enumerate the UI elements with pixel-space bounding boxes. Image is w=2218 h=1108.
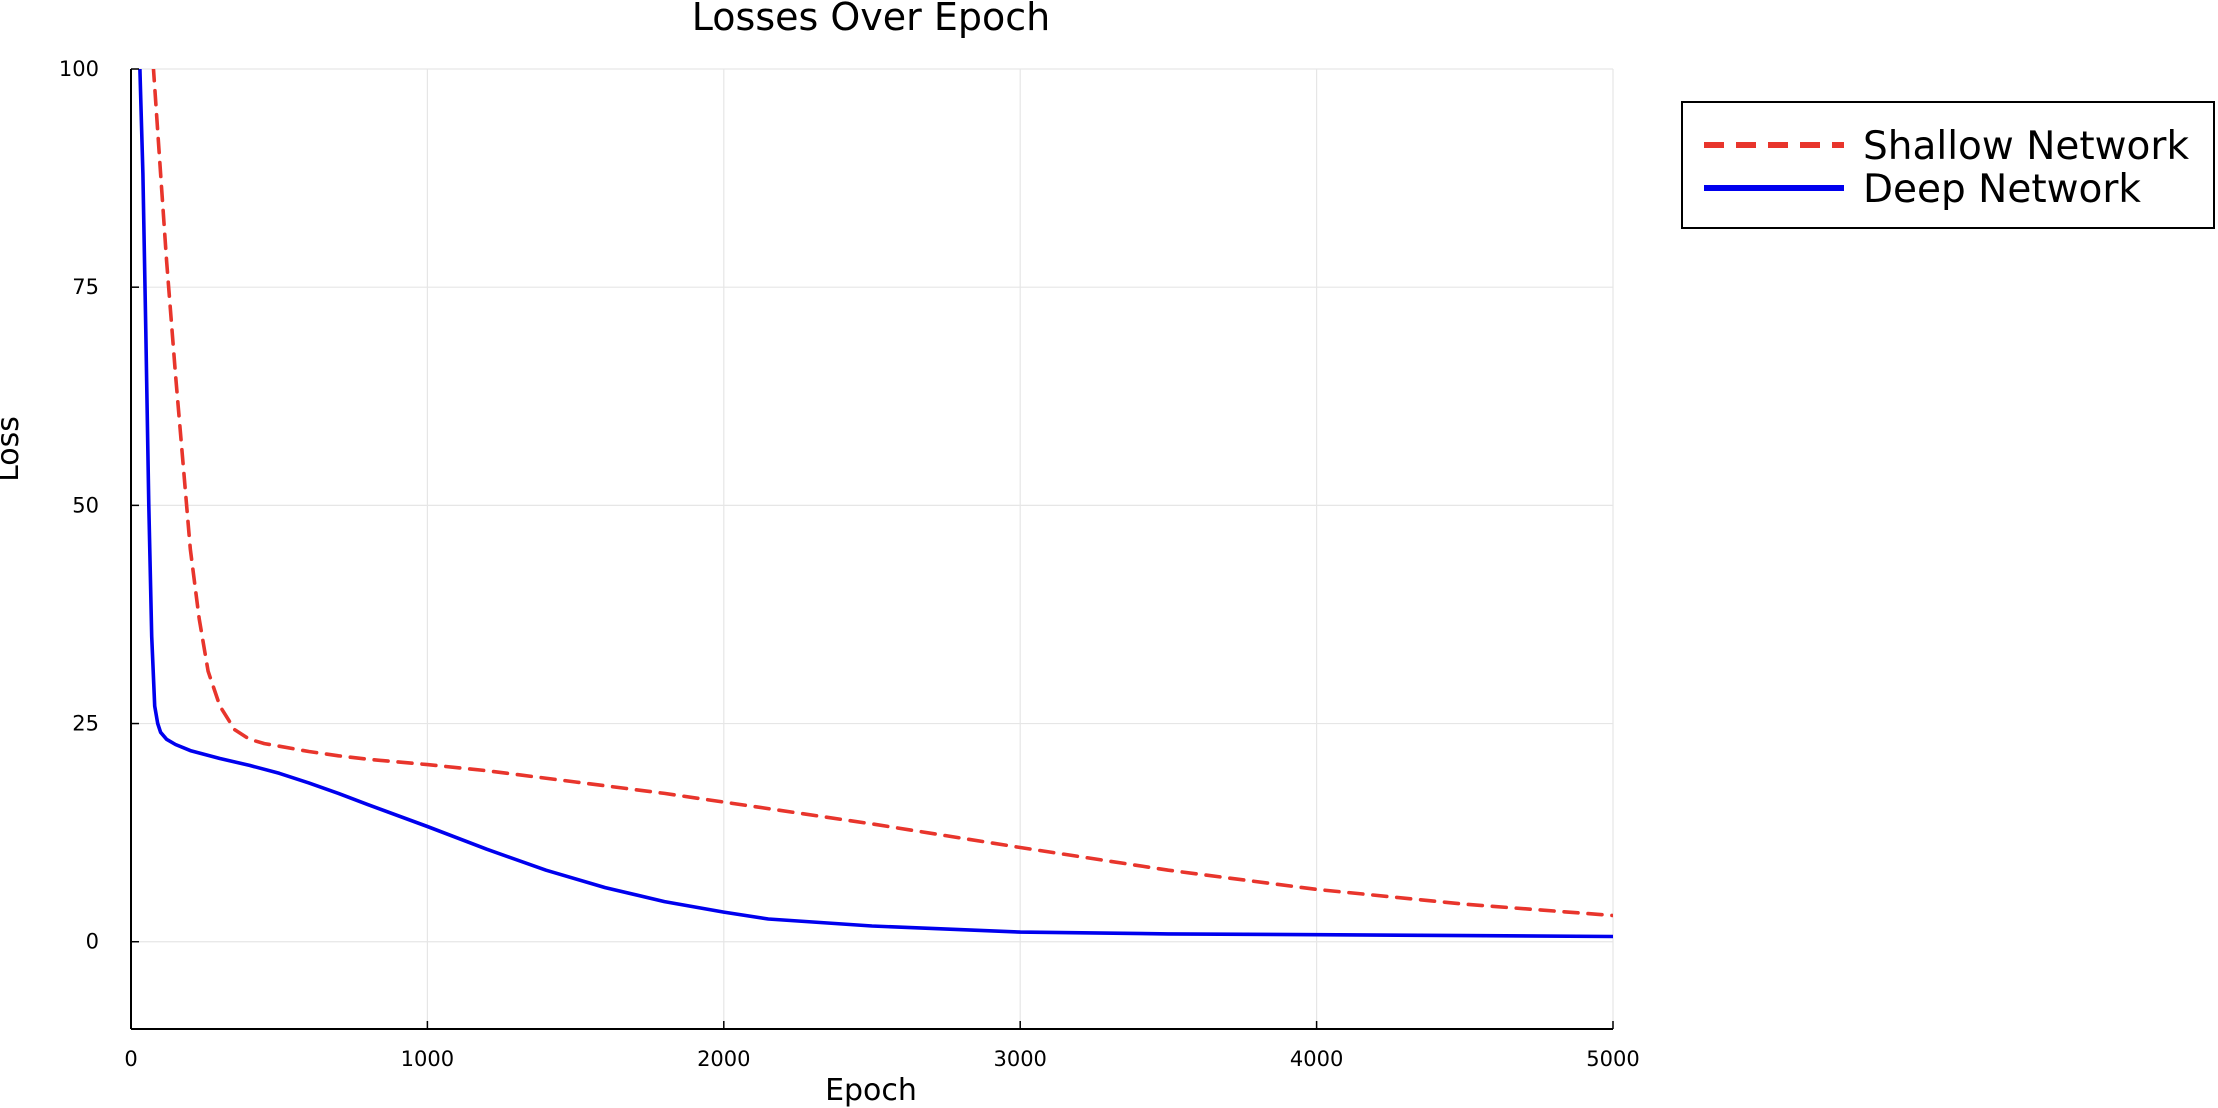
x-tick-label: 4000: [1290, 1047, 1343, 1071]
y-tick-label: 75: [72, 275, 99, 299]
y-tick-label: 0: [86, 930, 99, 954]
legend-label-deep-network: Deep Network: [1863, 167, 2141, 212]
y-tick-label: 25: [72, 712, 99, 736]
x-tick-label: 1000: [401, 1047, 454, 1071]
grid-lines: [130, 68, 1614, 1029]
y-axis-title: Loss: [0, 416, 26, 482]
y-tick-labels: 0 25 50 75 100: [59, 57, 99, 954]
y-tick-label: 50: [72, 493, 99, 517]
x-tick-labels: 0 1000 2000 3000 4000 5000: [124, 1047, 1639, 1071]
series-lines: [138, 69, 1613, 939]
chart-title: Losses Over Epoch: [692, 0, 1050, 39]
axes: [130, 68, 1614, 1030]
x-tick-label: 2000: [697, 1047, 750, 1071]
x-tick-label: 3000: [993, 1047, 1046, 1071]
series-line-deep-network: [138, 69, 1613, 939]
legend-label-shallow-network: Shallow Network: [1863, 124, 2189, 169]
series-line-shallow-network: [151, 69, 1613, 918]
y-tick-label: 100: [59, 57, 99, 81]
legend-box: [1681, 101, 2215, 229]
x-axis-title: Epoch: [825, 1073, 917, 1108]
x-tick-label: 0: [124, 1047, 137, 1071]
x-tick-label: 5000: [1586, 1047, 1639, 1071]
